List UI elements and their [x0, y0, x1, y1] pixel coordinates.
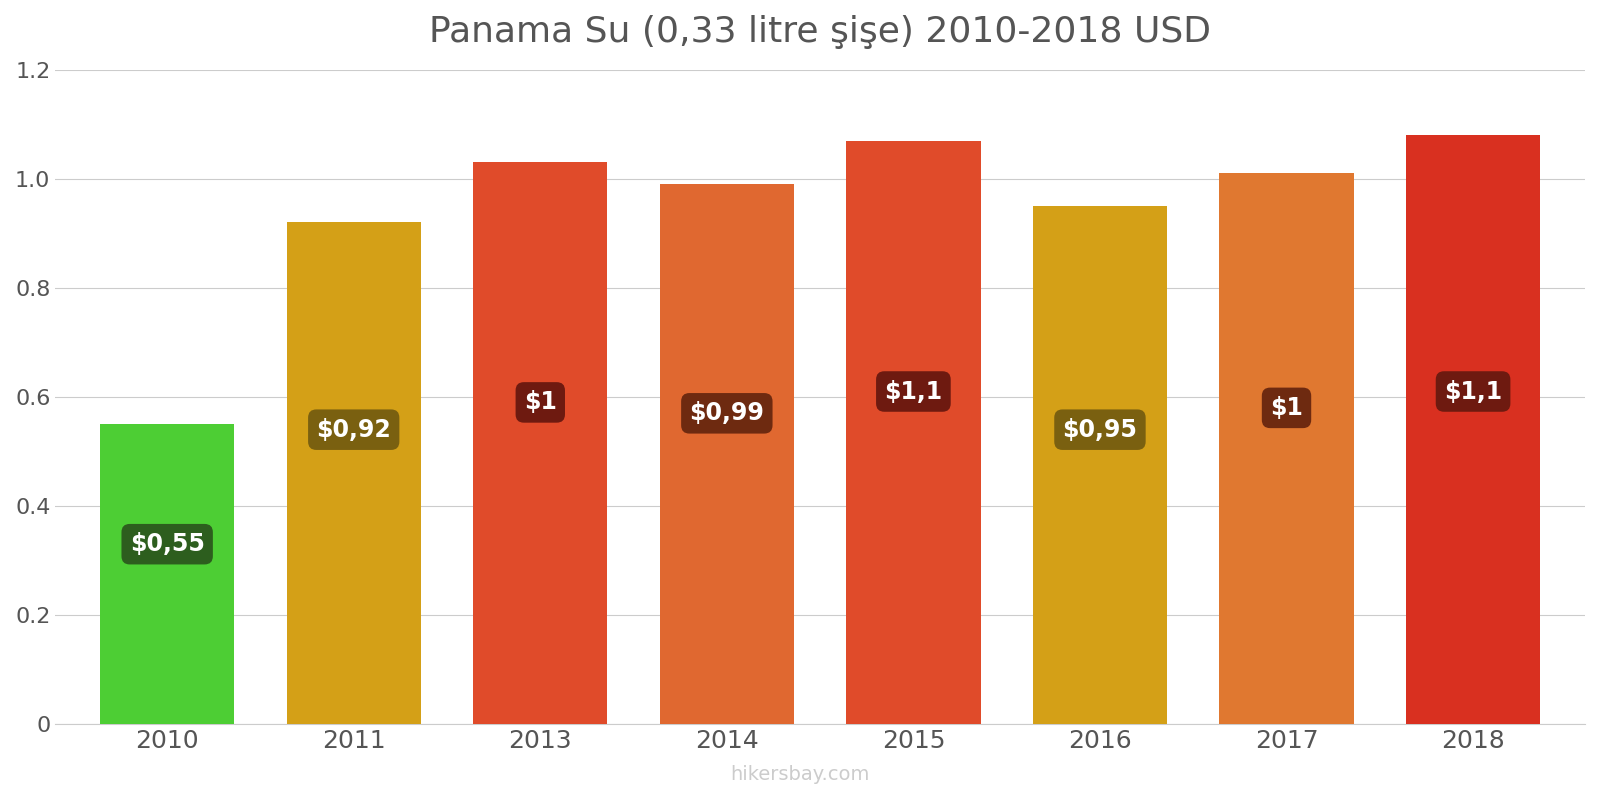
Bar: [474, 162, 608, 724]
Text: $0,95: $0,95: [1062, 418, 1138, 442]
Title: Panama Su (0,33 litre şişe) 2010-2018 USD: Panama Su (0,33 litre şişe) 2010-2018 US…: [429, 15, 1211, 49]
Bar: [101, 424, 234, 724]
Text: $0,55: $0,55: [130, 532, 205, 556]
Text: $0,99: $0,99: [690, 402, 765, 426]
Bar: [286, 222, 421, 724]
Text: hikersbay.com: hikersbay.com: [730, 765, 870, 784]
Bar: [846, 141, 981, 724]
Text: $1: $1: [1270, 396, 1302, 420]
Text: $1: $1: [523, 390, 557, 414]
Bar: [1219, 174, 1354, 724]
Bar: [1032, 206, 1166, 724]
Text: $1,1: $1,1: [885, 379, 942, 403]
Bar: [659, 184, 794, 724]
Text: $0,92: $0,92: [317, 418, 390, 442]
Text: $1,1: $1,1: [1445, 379, 1502, 403]
Bar: [1406, 135, 1541, 724]
